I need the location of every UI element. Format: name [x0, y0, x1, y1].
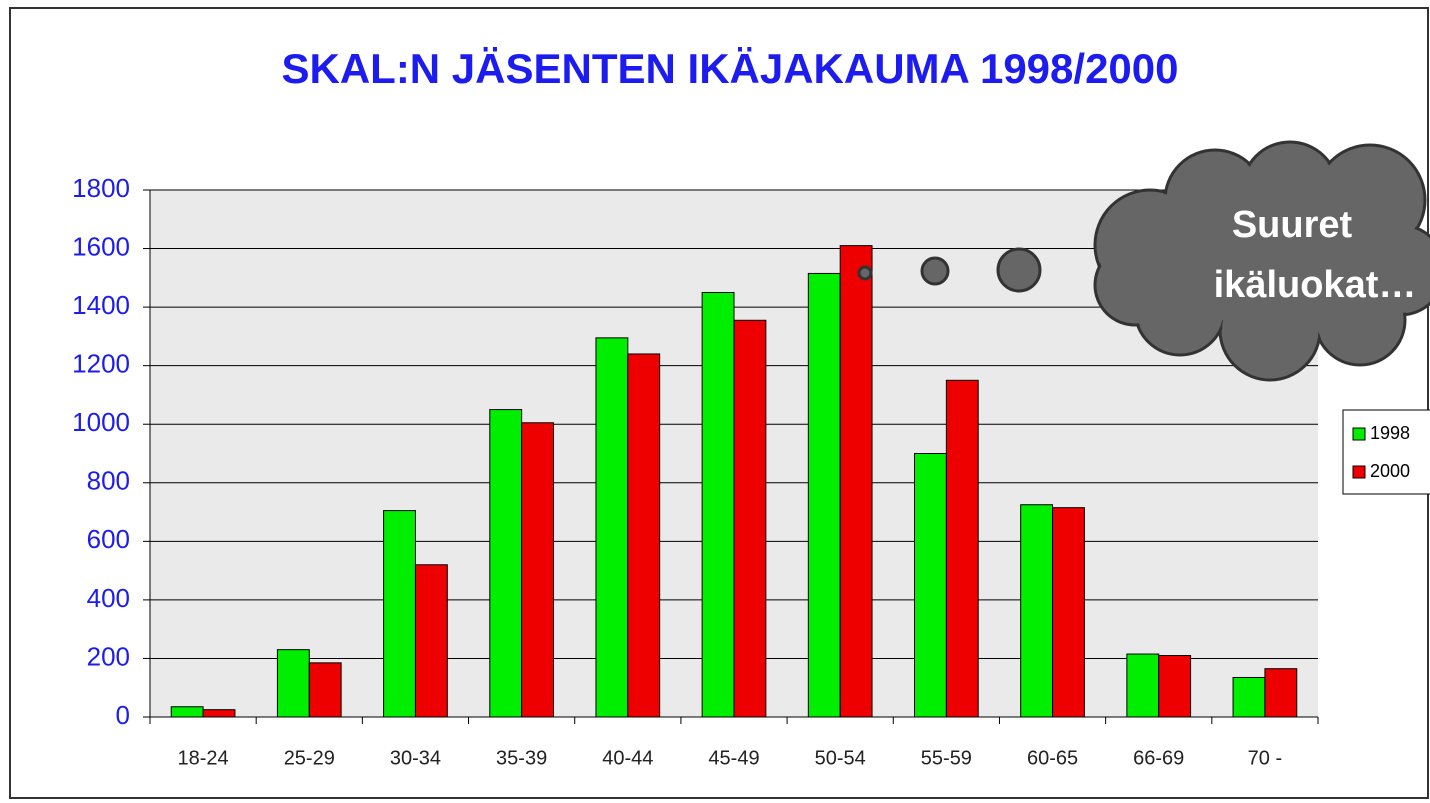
bar — [734, 320, 766, 717]
chart-title: SKAL:N JÄSENTEN IKÄJAKAUMA 1998/2000 — [281, 45, 1178, 92]
x-tick-label: 25-29 — [284, 747, 335, 769]
bar — [1265, 669, 1297, 717]
chart: SKAL:N JÄSENTEN IKÄJAKAUMA 1998/2000 0 20… — [0, 0, 1430, 803]
x-tick-label: 66-69 — [1133, 747, 1184, 769]
bubble — [859, 267, 871, 279]
bar — [490, 410, 522, 717]
bar — [1127, 654, 1159, 717]
y-tick-label: 0 — [116, 700, 130, 730]
bar — [171, 707, 203, 717]
x-tick-label: 30-34 — [390, 747, 441, 769]
annotation: ikäluokat… — [1214, 264, 1417, 306]
x-tick-label: 35-39 — [496, 747, 547, 769]
x-tick-label: 45-49 — [708, 747, 759, 769]
legend-swatch — [1353, 466, 1365, 478]
y-tick-label: 1600 — [72, 231, 130, 261]
y-tick-label: 1400 — [72, 290, 130, 320]
bar — [596, 338, 628, 717]
y-tick-label: 800 — [87, 466, 130, 496]
bar — [1053, 508, 1085, 717]
y-tick-label: 1800 — [72, 173, 130, 203]
bar — [915, 454, 947, 718]
x-tick-label: 18-24 — [178, 747, 229, 769]
bar — [415, 565, 447, 717]
bar — [203, 710, 235, 717]
annotation: Suuret — [1232, 204, 1353, 246]
y-tick-label: 600 — [87, 524, 130, 554]
legend-label: 2000 — [1370, 461, 1410, 481]
legend-swatch — [1353, 428, 1365, 440]
bar — [702, 292, 734, 717]
bubble — [922, 258, 948, 284]
bar — [840, 246, 872, 717]
bar — [808, 273, 840, 717]
bar — [1021, 505, 1053, 717]
y-tick-label: 400 — [87, 583, 130, 613]
y-tick-label: 200 — [87, 641, 130, 671]
bar — [946, 380, 978, 717]
x-tick-label: 55-59 — [921, 747, 972, 769]
bar — [309, 663, 341, 717]
x-tick-label: 40-44 — [602, 747, 653, 769]
y-tick-label: 1200 — [72, 349, 130, 379]
y-tick-label: 1000 — [72, 407, 130, 437]
bubble — [998, 249, 1040, 291]
bar — [628, 354, 660, 717]
bar — [522, 423, 554, 717]
bar — [384, 511, 416, 717]
x-tick-label: 70 - — [1248, 747, 1282, 769]
bar — [1233, 677, 1265, 717]
legend-label: 1998 — [1370, 423, 1410, 443]
x-tick-label: 50-54 — [815, 747, 866, 769]
x-tick-label: 60-65 — [1027, 747, 1078, 769]
bar — [277, 650, 309, 717]
bar — [1159, 656, 1191, 717]
